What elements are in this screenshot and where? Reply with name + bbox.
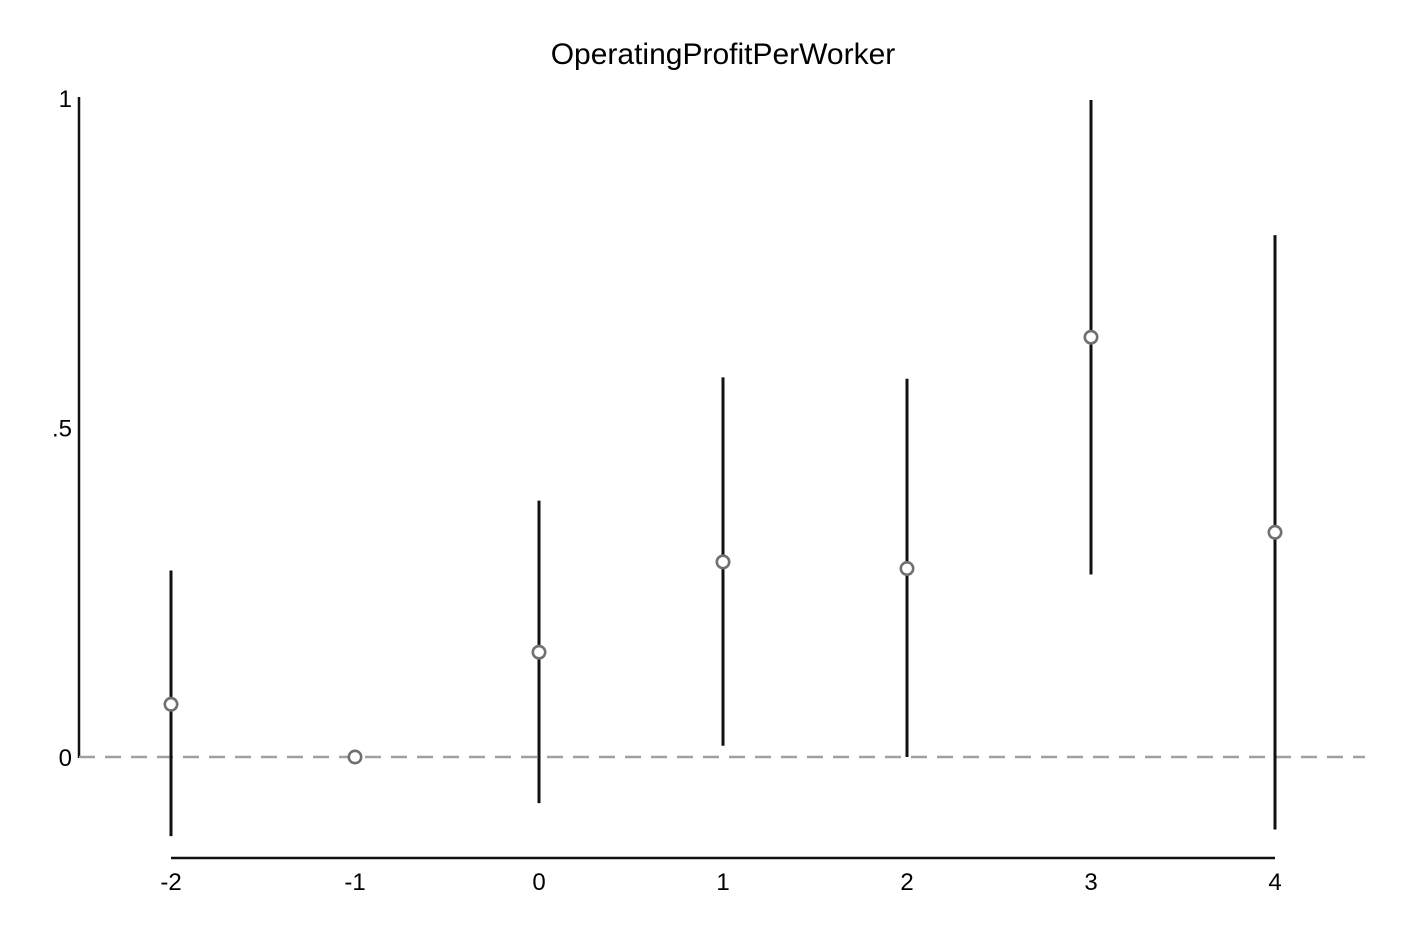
point-estimate-marker [163,696,179,712]
chart-title: OperatingProfitPerWorker [551,38,896,71]
point-estimate-marker [1267,524,1283,540]
x-tick-label: 0 [532,869,545,896]
x-tick-label: -2 [160,869,181,896]
point-estimate-marker [347,749,363,765]
x-tick-label: 1 [716,869,729,896]
x-tick-label: -1 [344,869,365,896]
point-estimate-marker [531,644,547,660]
confidence-intervals [169,99,1277,837]
x-tick-label: 2 [900,869,913,896]
point-estimate-marker [899,561,915,577]
y-tick-label: 0 [59,745,72,772]
point-estimate-marker [715,554,731,570]
point-estimates [163,329,1283,765]
axes: 0 .5 1 -2 -1 0 1 2 3 4 [52,86,1282,896]
y-tick-label: .5 [52,416,72,443]
x-tick-label: 4 [1268,869,1281,896]
x-tick-label: 3 [1084,869,1097,896]
y-tick-label: 1 [59,86,72,113]
point-estimate-marker [1083,329,1099,345]
